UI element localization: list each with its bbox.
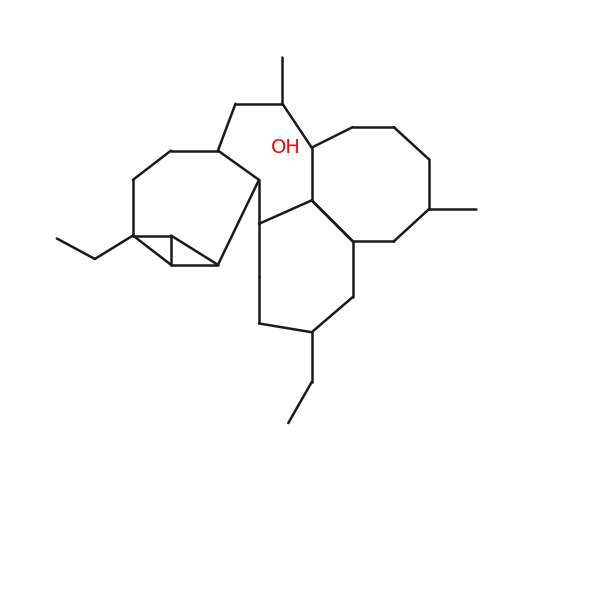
Text: OH: OH (271, 138, 301, 157)
